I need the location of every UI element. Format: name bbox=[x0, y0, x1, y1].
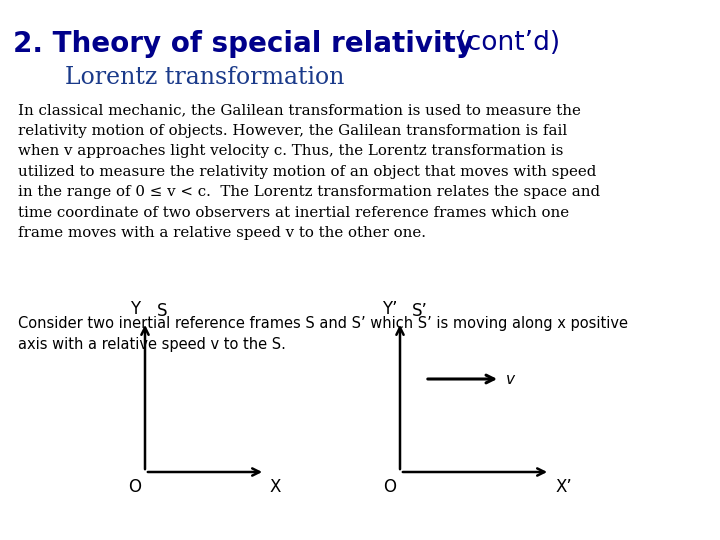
Text: (cont’d): (cont’d) bbox=[448, 30, 560, 56]
Text: O: O bbox=[128, 478, 142, 496]
Text: S’: S’ bbox=[412, 302, 428, 320]
Text: v: v bbox=[506, 372, 515, 387]
Text: 2. Theory of special relativity: 2. Theory of special relativity bbox=[13, 30, 474, 58]
Text: X’: X’ bbox=[555, 478, 572, 496]
Text: In classical mechanic, the Galilean transformation is used to measure the
relati: In classical mechanic, the Galilean tran… bbox=[18, 104, 600, 240]
Text: Y: Y bbox=[130, 300, 140, 318]
Text: X: X bbox=[270, 478, 282, 496]
Text: Lorentz transformation: Lorentz transformation bbox=[65, 66, 344, 89]
Text: Y’: Y’ bbox=[382, 300, 397, 318]
Text: Consider two inertial reference frames S and S’ which S’ is moving along x posit: Consider two inertial reference frames S… bbox=[18, 316, 628, 352]
Text: S: S bbox=[157, 302, 168, 320]
Text: O: O bbox=[384, 478, 397, 496]
